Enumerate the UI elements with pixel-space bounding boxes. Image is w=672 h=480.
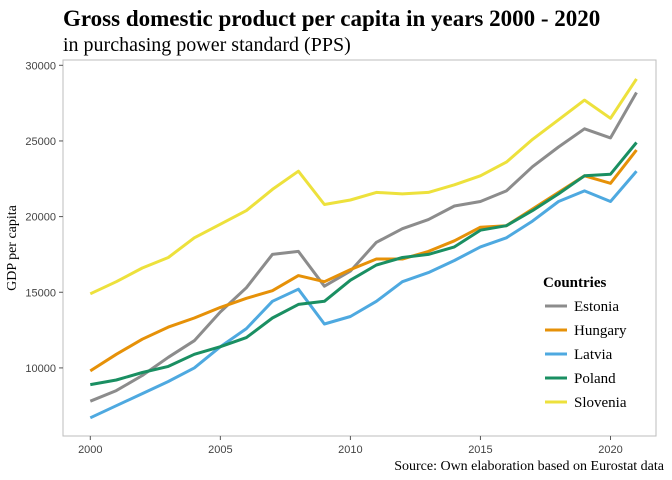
legend-title: Countries (543, 275, 606, 291)
y-tick-label: 25000 (25, 136, 56, 148)
x-tick-label: 2005 (208, 444, 232, 456)
caption: Source: Own elaboration based on Eurosta… (394, 459, 665, 474)
y-tick-label: 30000 (25, 60, 56, 72)
data-line (89, 149, 638, 373)
x-tick-label: 2020 (598, 444, 622, 456)
data-line (89, 91, 638, 403)
x-tick-label: 2000 (78, 444, 102, 456)
y-tick-label: 20000 (25, 212, 56, 224)
legend-label: Slovenia (574, 395, 627, 411)
x-tick-label: 2010 (338, 444, 362, 456)
y-tick-label: 10000 (25, 363, 56, 375)
data-line (89, 78, 638, 296)
legend-label: Latvia (574, 347, 613, 363)
x-tick-label: 2015 (468, 444, 492, 456)
plot-panel (62, 59, 657, 437)
y-tick-label: 15000 (25, 287, 56, 299)
data-line (90, 141, 638, 387)
chart-title: Gross domestic product per capita in yea… (63, 6, 600, 31)
legend-label: Hungary (574, 323, 627, 339)
chart-subtitle: in purchasing power standard (PPS) (63, 34, 351, 56)
legend-label: Poland (574, 371, 616, 387)
y-axis-label: GDP per capita (5, 204, 20, 291)
legend-label: Estonia (574, 299, 619, 315)
data-line (89, 170, 638, 420)
